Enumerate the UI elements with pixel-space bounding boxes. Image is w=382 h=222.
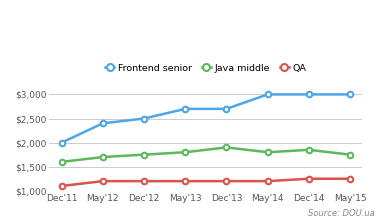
Java middle bbox=[142, 153, 146, 156]
Java middle bbox=[306, 149, 311, 151]
Java middle bbox=[224, 146, 229, 149]
QA bbox=[142, 180, 146, 182]
QA bbox=[59, 185, 64, 187]
Frontend senior bbox=[100, 122, 105, 125]
Frontend senior bbox=[183, 107, 188, 110]
QA bbox=[183, 180, 188, 182]
Frontend senior bbox=[224, 107, 229, 110]
Line: Frontend senior: Frontend senior bbox=[59, 92, 353, 145]
Frontend senior bbox=[306, 93, 311, 96]
Java middle bbox=[100, 156, 105, 158]
Java middle bbox=[183, 151, 188, 154]
Frontend senior bbox=[265, 93, 270, 96]
Text: Source: DOU.ua: Source: DOU.ua bbox=[308, 208, 374, 218]
Legend: Frontend senior, Java middle, QA: Frontend senior, Java middle, QA bbox=[101, 60, 311, 76]
Java middle bbox=[59, 161, 64, 163]
QA bbox=[100, 180, 105, 182]
QA bbox=[265, 180, 270, 182]
Frontend senior bbox=[348, 93, 352, 96]
Java middle bbox=[348, 153, 352, 156]
QA bbox=[306, 177, 311, 180]
Line: Java middle: Java middle bbox=[59, 145, 353, 165]
Line: QA: QA bbox=[59, 176, 353, 189]
Frontend senior bbox=[142, 117, 146, 120]
QA bbox=[348, 177, 352, 180]
Frontend senior bbox=[59, 141, 64, 144]
Java middle bbox=[265, 151, 270, 154]
QA bbox=[224, 180, 229, 182]
